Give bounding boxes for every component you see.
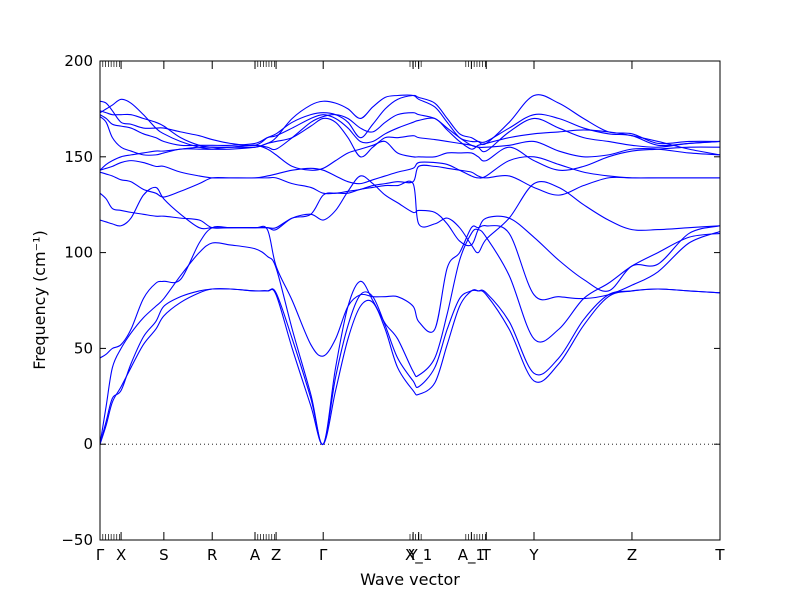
y-tick-label: 150: [64, 148, 93, 166]
branch-line-14: [100, 94, 720, 150]
x-tick-label: A_1: [458, 546, 485, 565]
branch-line-7: [100, 164, 720, 198]
y-tick-label: 200: [64, 52, 93, 70]
branch-line-8: [100, 156, 720, 185]
x-tick-label: Γ: [96, 546, 105, 564]
x-axis-label: Wave vector: [360, 570, 460, 589]
branch-line-11: [100, 114, 720, 156]
branch-line-5: [100, 175, 720, 292]
x-tick-label: Γ: [319, 546, 328, 564]
x-tick-label: T: [714, 546, 725, 564]
series-group: [100, 94, 720, 445]
x-tick-label: X: [116, 546, 126, 564]
x-tick-label: Y: [408, 546, 419, 564]
x-tick-label: Z: [271, 546, 281, 564]
x-tick-label: T: [481, 546, 492, 564]
branch-line-4: [100, 225, 720, 359]
plot-area: [100, 94, 720, 445]
y-tick-label: −50: [61, 531, 93, 549]
x-tick-label: X_1: [405, 546, 432, 565]
branch-line-3: [100, 228, 720, 445]
branch-line-10: [100, 116, 720, 158]
branch-line-13: [100, 94, 720, 147]
y-tick-label: 0: [83, 435, 93, 453]
branch-line-9: [100, 140, 720, 171]
x-tick-label: S: [159, 546, 169, 564]
branch-line-1: [100, 288, 720, 445]
y-tick-label: 100: [64, 244, 93, 262]
x-tick-label: A: [250, 546, 261, 564]
x-tick-label: R: [207, 546, 217, 564]
y-tick-label: 50: [74, 339, 93, 357]
branch-line-12: [100, 110, 720, 153]
x-tick-label: Z: [627, 546, 637, 564]
x-tick-label: Y: [528, 546, 539, 564]
y-axis-label: Frequency (cm⁻¹): [30, 230, 49, 369]
